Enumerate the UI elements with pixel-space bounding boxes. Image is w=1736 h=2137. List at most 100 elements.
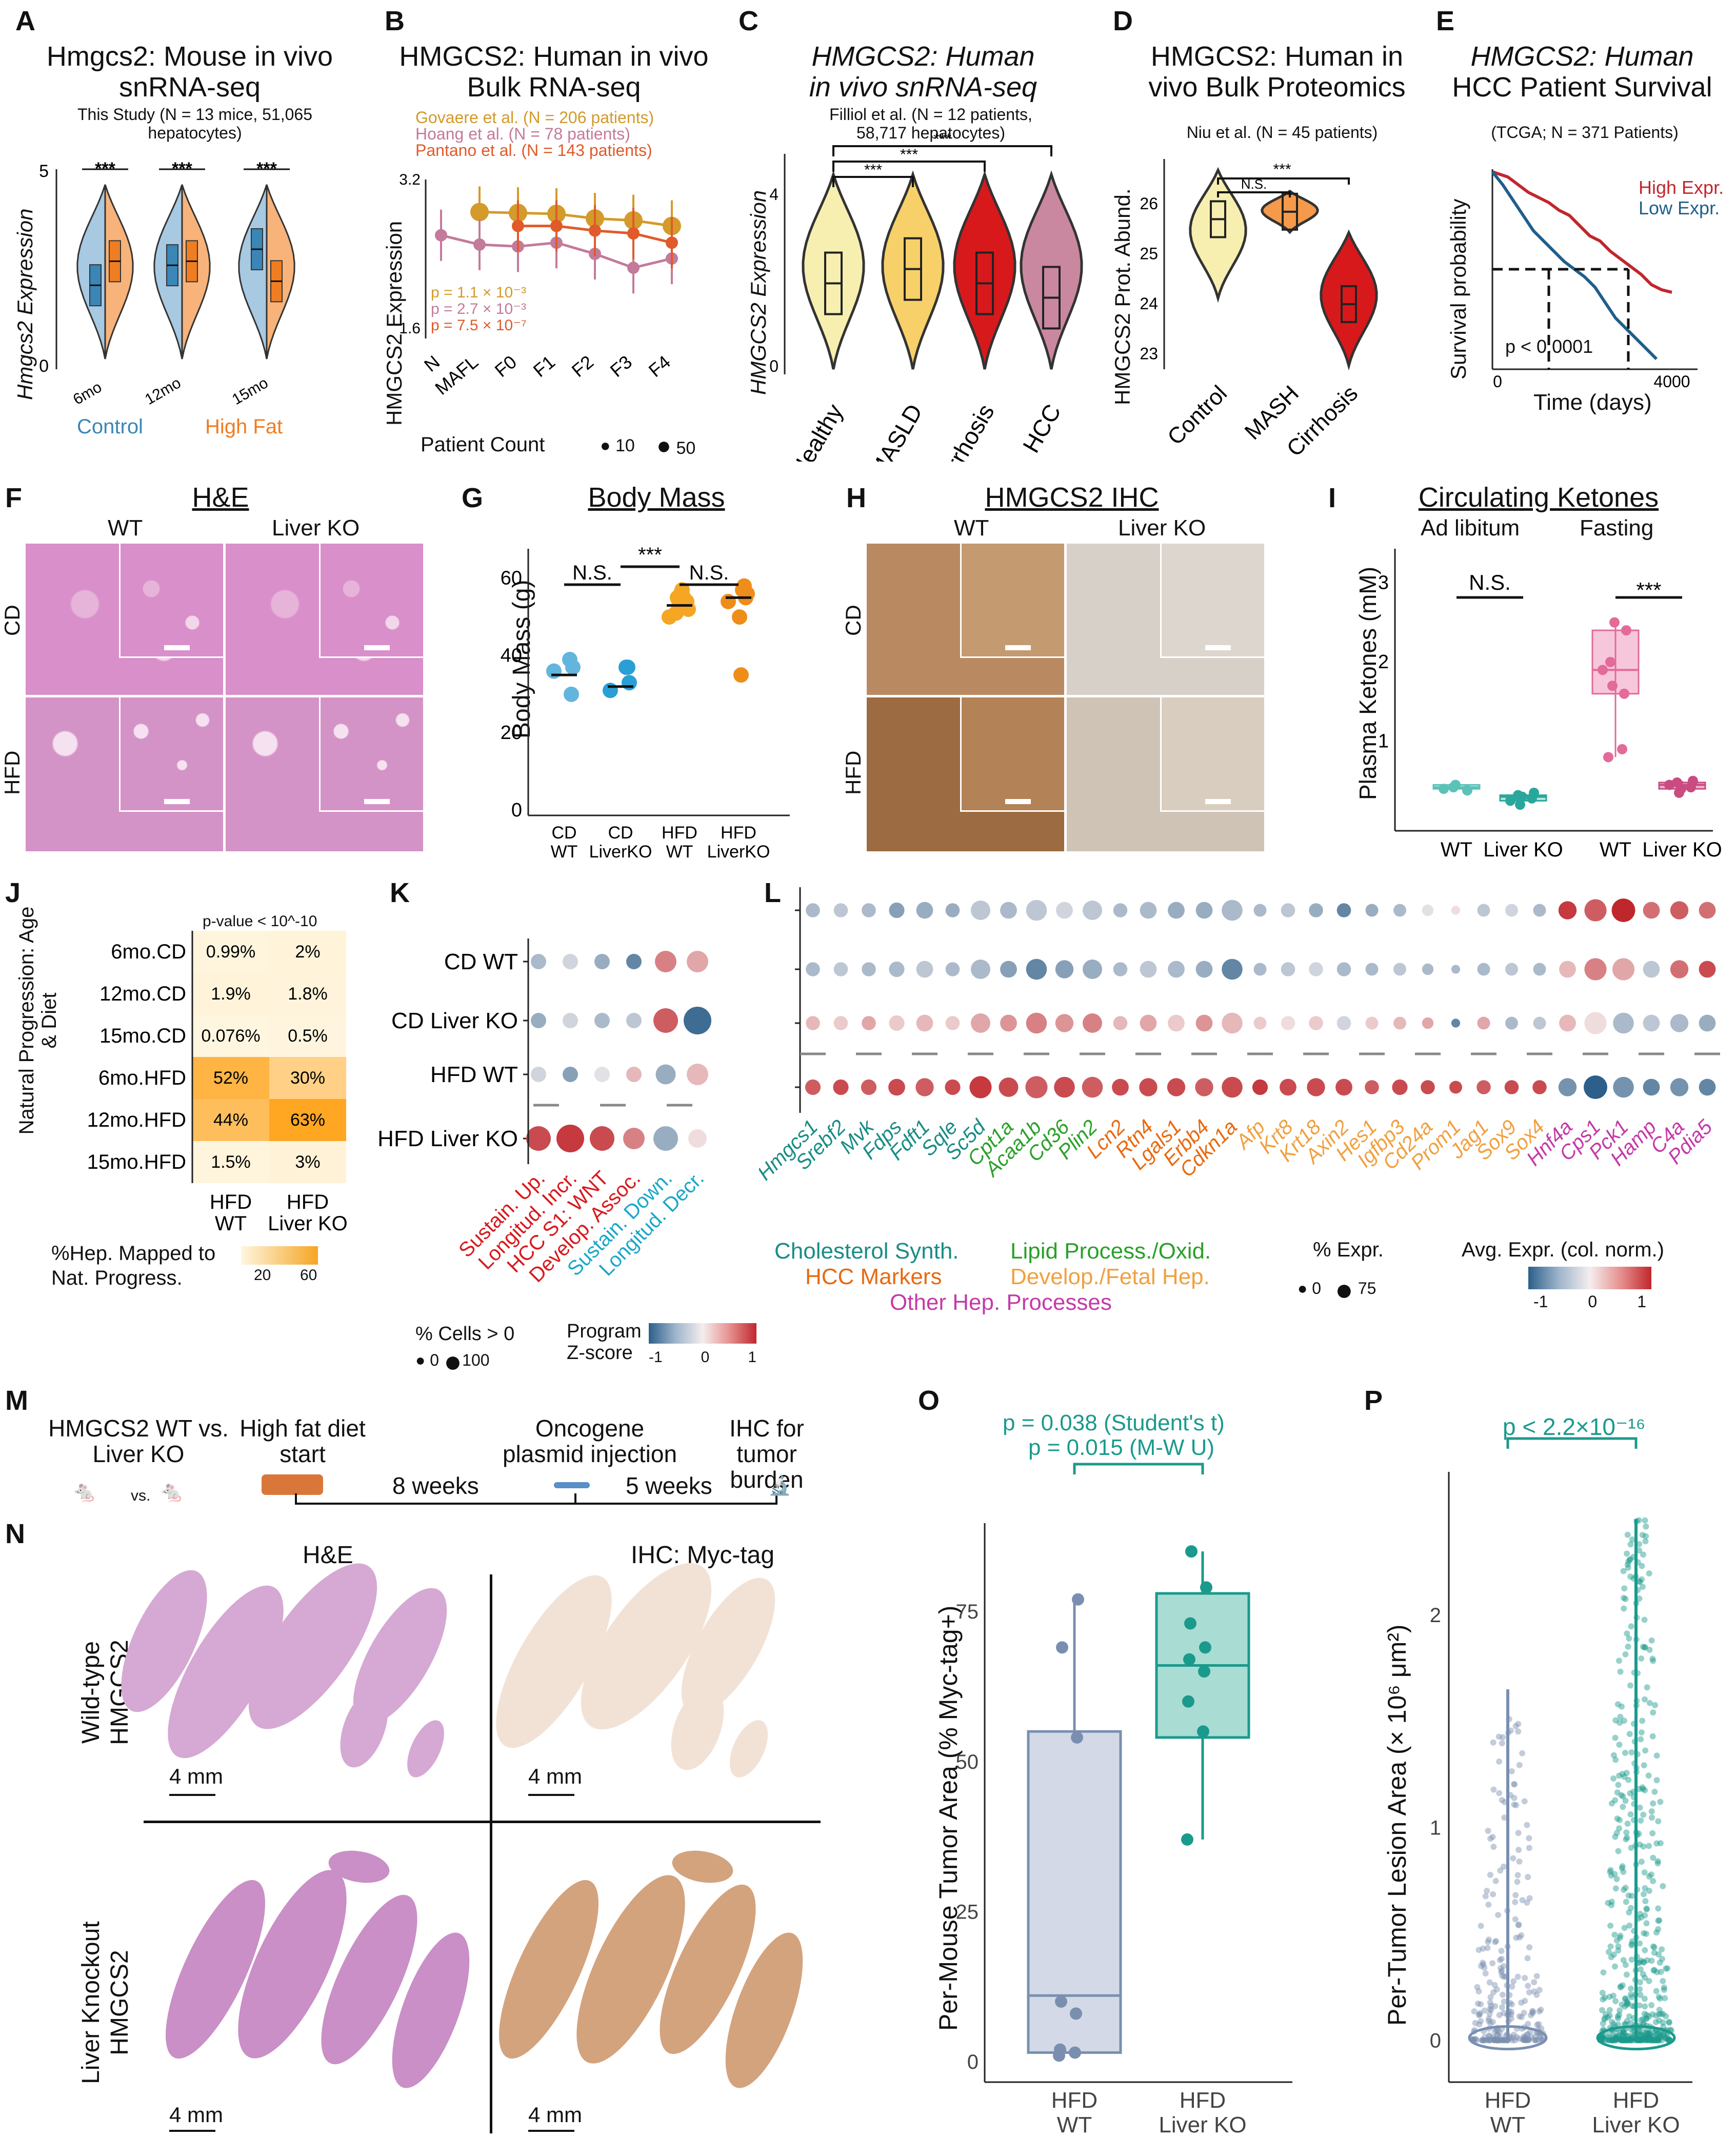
y-tick: 24 xyxy=(1140,294,1158,313)
size-small-label: 10 xyxy=(615,436,635,455)
data-point xyxy=(1183,1653,1195,1666)
lesion-point xyxy=(1643,2029,1649,2036)
lesion-point xyxy=(1617,2035,1623,2042)
panel-a: A Hmgcs2: Mouse in vivo snRNA-seq This S… xyxy=(0,0,359,441)
lesion-point xyxy=(1481,2034,1488,2041)
dot xyxy=(594,1067,610,1082)
line-chart-b: 3.2 1.6 Govaere et al. (N = 206 patients) p… xyxy=(399,108,681,399)
lesion-point xyxy=(1641,1959,1647,1966)
lesion-point xyxy=(1610,1775,1617,1782)
dot xyxy=(1699,961,1716,978)
lesion-point xyxy=(1660,2031,1667,2038)
data-point xyxy=(546,663,562,679)
lesion-point xyxy=(1662,1995,1668,2002)
dot xyxy=(1532,1080,1547,1094)
panel-c: C HMGCS2: Human in vivo snRNA-seq Fillio… xyxy=(723,0,1098,462)
svg-text:15mo: 15mo xyxy=(229,374,271,408)
lesion-point xyxy=(1485,2036,1491,2043)
panel-subtitle: This Study (N = 13 mice, 51,065 hepatocy… xyxy=(77,105,312,142)
lesion-point xyxy=(1485,2018,1492,2024)
lesion-point xyxy=(1617,1668,1624,1675)
lesion-point xyxy=(1624,2037,1630,2044)
lesion-point xyxy=(1494,2037,1501,2044)
panel-subtitle: Filliol et al. (N = 12 patients, 58,717 … xyxy=(829,105,1032,142)
dot xyxy=(915,1078,934,1096)
lesion-point xyxy=(1628,1749,1635,1755)
row-hfd: HFD xyxy=(0,750,24,795)
y-tick: 3.2 xyxy=(399,171,421,188)
dot xyxy=(1670,960,1689,978)
timeline-tick xyxy=(775,1493,777,1505)
lesion-point xyxy=(1648,2002,1655,2008)
lesion-point xyxy=(1642,2036,1649,2043)
lesion-point xyxy=(1487,2020,1494,2027)
lesion-point xyxy=(1652,1702,1659,1708)
lobe-images xyxy=(121,1563,803,2132)
dot xyxy=(889,961,905,977)
data-point xyxy=(1505,795,1515,806)
lesion-point xyxy=(1654,1858,1661,1865)
lesion-point xyxy=(1535,2037,1542,2044)
x-tick: LiverKO xyxy=(707,842,770,862)
lesion-point xyxy=(1656,1917,1663,1924)
cell-label: 2% xyxy=(295,942,320,962)
lesion-point xyxy=(1515,1922,1522,1928)
lesion-point xyxy=(1624,2032,1631,2039)
lesion-point xyxy=(1616,1772,1623,1779)
lesion-point xyxy=(1621,1594,1627,1601)
lesion-point xyxy=(1601,2016,1608,2023)
lesion-point xyxy=(1641,1762,1647,1769)
lesion-point xyxy=(1500,1963,1507,1969)
lesion-point xyxy=(1612,1734,1619,1741)
lesion-point xyxy=(1636,1960,1643,1966)
dot xyxy=(594,1013,610,1028)
data-point xyxy=(1515,800,1525,810)
lesion-point xyxy=(1525,1874,1531,1881)
lesion-point xyxy=(1648,1808,1655,1815)
color-legend-bar xyxy=(241,1246,318,1265)
title-line-1: Hmgcs2: Mouse in vivo xyxy=(46,41,333,72)
heat-cell xyxy=(192,1099,269,1141)
lesion-point xyxy=(1494,2028,1501,2034)
dot xyxy=(687,951,708,972)
lesion-point xyxy=(1612,1756,1619,1763)
lesion-point xyxy=(1620,1793,1626,1800)
lesion-point xyxy=(1496,1957,1503,1964)
lesion-point xyxy=(1648,2037,1654,2044)
lesion-point xyxy=(1665,2036,1671,2043)
lesion-point xyxy=(1654,2035,1661,2042)
dot xyxy=(1140,1014,1157,1032)
dot xyxy=(1281,962,1295,976)
violin xyxy=(802,170,865,370)
violin xyxy=(953,170,1016,370)
col-wt: WT xyxy=(954,515,989,541)
lesion-point xyxy=(1615,2033,1622,2040)
lesion-point xyxy=(1624,1630,1630,1637)
lesion-point xyxy=(1653,1969,1660,1975)
lesion-point xyxy=(1660,1883,1666,1889)
color-legend-ticks: -1 0 1 xyxy=(649,1349,756,1366)
dot xyxy=(1222,958,1243,980)
lesion-point xyxy=(1501,1998,1507,2005)
lesion-point xyxy=(1531,1988,1538,1995)
lesion-point xyxy=(1600,1969,1607,1976)
lesion-point xyxy=(1640,1644,1646,1650)
lesion-point xyxy=(1641,1616,1648,1623)
lesion-point xyxy=(1509,2037,1515,2044)
lesion-point xyxy=(1606,2037,1612,2044)
data-point xyxy=(1185,1545,1198,1558)
dot xyxy=(684,1007,711,1034)
size-legend: ● 0 ● 75 xyxy=(1298,1272,1376,1307)
lesion-point xyxy=(1490,2034,1496,2041)
lesion-point xyxy=(1657,1960,1663,1966)
lesion-point xyxy=(1487,2006,1493,2012)
lesion-point xyxy=(1639,2028,1646,2034)
lesion-point xyxy=(1607,1867,1614,1873)
dot xyxy=(1026,958,1047,980)
svg-text:***: *** xyxy=(172,159,192,178)
lesion-point xyxy=(1637,1804,1643,1811)
lesion-point xyxy=(1640,2032,1646,2039)
lesion-point xyxy=(1643,1906,1650,1913)
lesion-point xyxy=(1514,1879,1521,1885)
duration-1: 8 weeks xyxy=(392,1472,479,1499)
